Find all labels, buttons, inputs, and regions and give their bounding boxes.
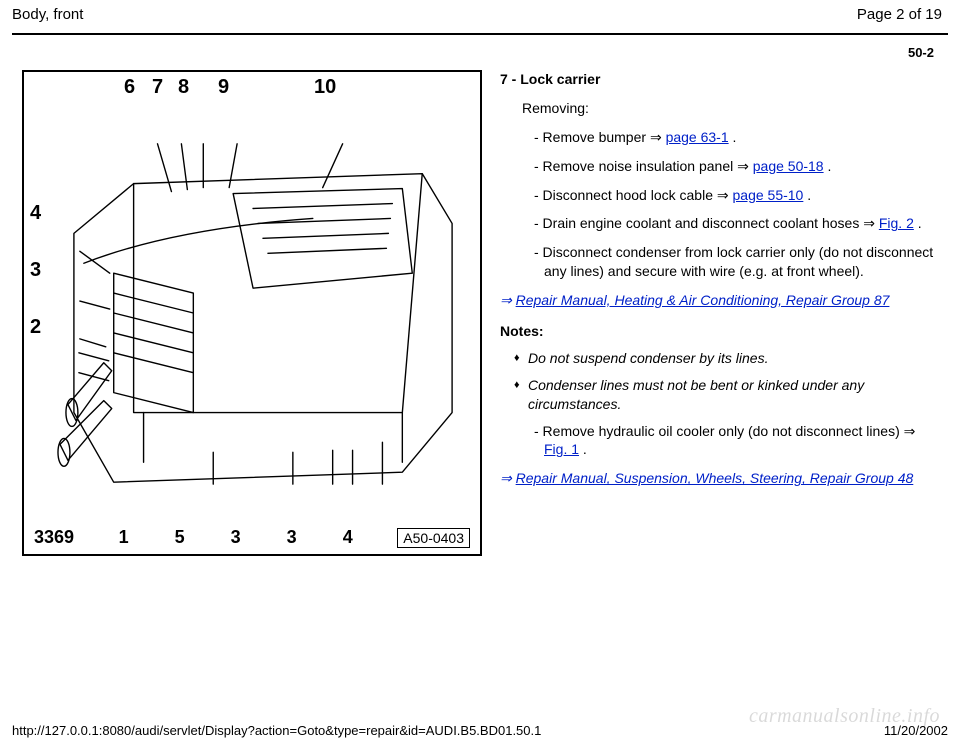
- note-item: Condenser lines must not be bent or kink…: [514, 376, 942, 414]
- footer-url: http://127.0.0.1:8080/audi/servlet/Displ…: [12, 723, 541, 738]
- figure-left-callouts: 4 3 2: [30, 202, 41, 339]
- figure-bottom-callouts: 3369 1 5 3 3 4 A50-0403: [24, 527, 480, 548]
- page-header: Body, front Page 2 of 19: [0, 0, 960, 27]
- removal-step: - Remove noise insulation panel ⇒ page 5…: [534, 157, 942, 176]
- callout-number: 4: [343, 527, 353, 548]
- page-ref-link[interactable]: Fig. 2: [879, 215, 914, 231]
- ref-link-suspension[interactable]: Repair Manual, Suspension, Wheels, Steer…: [516, 470, 914, 486]
- callout-number: 7: [152, 76, 163, 99]
- page-ref-link[interactable]: page 55-10: [733, 187, 804, 203]
- header-title: Body, front: [12, 6, 83, 23]
- instruction-column: 7 - Lock carrier Removing: - Remove bump…: [500, 70, 942, 556]
- callout-number: 9: [218, 76, 229, 99]
- figure-drawing-number: 3369: [34, 527, 74, 548]
- callout-number: 2: [30, 316, 41, 339]
- exploded-figure: 678 9 10 4 3 2 3369: [22, 70, 482, 556]
- callout-number: 8: [178, 76, 189, 99]
- figure-bottom-numbers: 1 5 3 3 4: [119, 527, 353, 548]
- callout-number: 1: [119, 527, 129, 548]
- engine-line-drawing: [54, 112, 472, 514]
- note-item: Do not suspend condenser by its lines.: [514, 349, 942, 368]
- main-content-row: 678 9 10 4 3 2 3369: [0, 66, 960, 556]
- callout-number: 6: [124, 76, 135, 99]
- item-heading: 7 - Lock carrier: [500, 70, 942, 89]
- page-ref-link[interactable]: page 50-18: [753, 158, 824, 174]
- callout-number: 3: [30, 259, 41, 282]
- callout-number: 4: [30, 202, 41, 225]
- item-number: 7 -: [500, 71, 520, 87]
- item-title: Lock carrier: [520, 71, 600, 87]
- removal-step: - Remove bumper ⇒ page 63-1 .: [534, 128, 942, 147]
- footer-date: 11/20/2002: [884, 723, 948, 738]
- repair-manual-ref-hvac[interactable]: ⇒ Repair Manual, Heating & Air Condition…: [500, 291, 942, 310]
- header-page-of: Page 2 of 19: [857, 6, 942, 23]
- callout-number: 5: [175, 527, 185, 548]
- removal-step: - Disconnect hood lock cable ⇒ page 55-1…: [534, 186, 942, 205]
- section-page-number: 50-2: [0, 35, 960, 66]
- removal-steps: - Remove bumper ⇒ page 63-1 . - Remove no…: [500, 128, 942, 281]
- figure-code: A50-0403: [397, 528, 470, 548]
- post-note-step: - Remove hydraulic oil cooler only (do n…: [534, 422, 942, 460]
- removing-label: Removing:: [522, 99, 942, 118]
- page-footer: http://127.0.0.1:8080/audi/servlet/Displ…: [12, 723, 948, 738]
- callout-number: 10: [314, 76, 336, 99]
- removal-step: - Disconnect condenser from lock carrier…: [534, 243, 942, 281]
- page-ref-link[interactable]: page 63-1: [666, 129, 729, 145]
- notes-list: Do not suspend condenser by its lines. Co…: [514, 349, 942, 414]
- fig1-link[interactable]: Fig. 1: [544, 441, 579, 457]
- repair-manual-ref-suspension[interactable]: ⇒ Repair Manual, Suspension, Wheels, Ste…: [500, 469, 942, 488]
- callout-number: 3: [231, 527, 241, 548]
- notes-heading: Notes:: [500, 322, 942, 341]
- removal-step: - Drain engine coolant and disconnect co…: [534, 214, 942, 233]
- callout-number: 3: [287, 527, 297, 548]
- ref-link-hvac[interactable]: Repair Manual, Heating & Air Conditionin…: [516, 292, 890, 308]
